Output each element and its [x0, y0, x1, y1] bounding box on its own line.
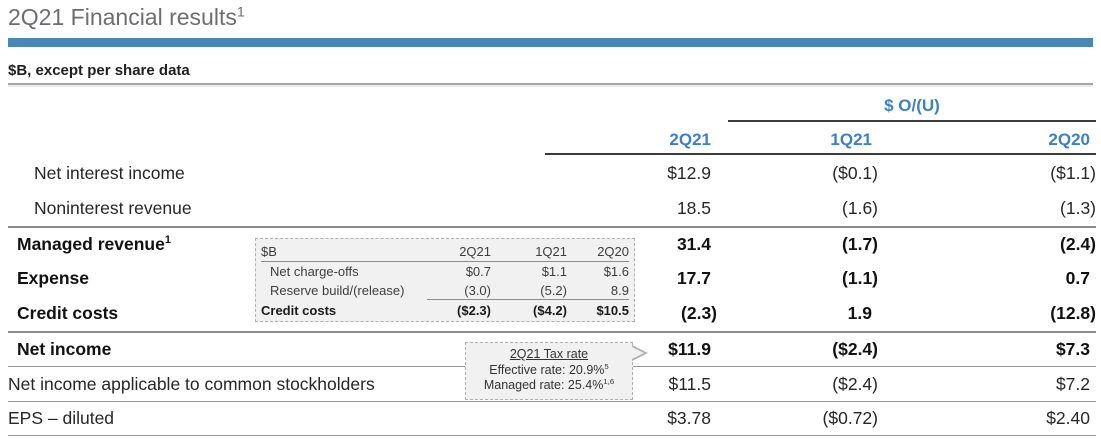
value-cell-2q20: $7.3 [1055, 339, 1090, 359]
inset-column-header-2q21: 2Q21 [459, 243, 491, 259]
inset-row-label: Reserve build/(release) [270, 283, 405, 298]
inset-value-cell-2q21: (3.0) [427, 281, 491, 300]
value-cell-2q21: $3.78 [667, 408, 711, 428]
value-cell-1q21: ($2.4) [832, 339, 878, 359]
inset-row-label: Credit costs [261, 303, 337, 318]
value-cell-2q21: 17.7 [676, 268, 711, 288]
value-cell-2q20: 0.7 [1065, 268, 1090, 288]
financial-results-table: 2Q21 1Q21 2Q20 Net interest income $12.9 ($0… [8, 127, 1096, 436]
value-cell-2q21: 18.5 [676, 198, 711, 218]
inset-table-row: Net charge-offs $0.7 $1.1 $1.6 [261, 262, 629, 281]
table-row: Noninterest revenue 18.5 (1.6) (1.3) [8, 191, 1096, 226]
table-row: Expense 17.7 (1.1) 0.7 [8, 261, 1096, 296]
inset-value-cell-1q21: (5.2) [491, 281, 567, 300]
units-note-divider [8, 83, 1093, 85]
value-cell-2q20: $7.2 [1055, 373, 1090, 394]
value-cell-2q20: (12.8) [1050, 303, 1096, 323]
value-cell-2q21: (2.3) [681, 303, 717, 323]
inset-value-cell-2q20: $10.5 [596, 303, 629, 318]
inset-value-cell-2q21: ($2.3) [457, 303, 491, 318]
inset-row-label: Net charge-offs [270, 264, 359, 279]
inset-value-cell-2q20: 8.9 [567, 281, 629, 300]
value-cell-1q21: ($0.1) [832, 163, 878, 183]
value-cell-2q21: $12.9 [667, 163, 711, 183]
title-divider-bar [8, 38, 1093, 47]
units-note: $B, except per share data [8, 62, 190, 79]
inset-value-cell-1q21: $1.1 [541, 264, 567, 279]
value-cell-2q20: ($1.1) [1050, 163, 1096, 183]
row-label: Noninterest revenue [34, 198, 192, 218]
row-label-footnote-marker: 1 [164, 234, 171, 247]
credit-costs-inset-table: $B 2Q21 1Q21 2Q20 Net charge-offs $0.7 $1.1 $… [255, 238, 635, 322]
value-cell-2q20: $2.40 [1046, 408, 1090, 428]
column-header-2q20: 2Q20 [1048, 130, 1090, 149]
inset-column-header-2q20: 2Q20 [597, 243, 629, 259]
table-row: Managed revenue1 31.4 (1.7) (2.4) [8, 226, 1096, 261]
inset-table-row: Reserve build/(release) (3.0) (5.2) 8.9 [261, 281, 629, 300]
row-label: Expense [17, 268, 89, 288]
tax-callout-footnote-marker: 5 [604, 361, 609, 371]
over-under-group-header: $ O/(U) [728, 96, 1096, 122]
table-row: Net income $11.9 ($2.4) $7.3 [8, 331, 1096, 366]
inset-value-cell-1q21: ($4.2) [533, 303, 567, 318]
row-label: Net income [17, 339, 112, 359]
row-label: Credit costs [17, 303, 119, 323]
table-row: Net interest income $12.9 ($0.1) ($1.1) [8, 156, 1096, 191]
value-cell-2q21: $11.5 [668, 373, 712, 394]
inset-unit-label: $B [261, 243, 277, 259]
value-cell-2q21: $11.9 [668, 339, 711, 359]
inset-table-row: Credit costs ($2.3) ($4.2) $10.5 [261, 300, 629, 321]
column-header-2q21: 2Q21 [669, 130, 711, 149]
tax-callout-title: 2Q21 Tax rate [509, 347, 589, 361]
value-cell-1q21: ($2.4) [832, 373, 878, 394]
column-header-1q21: 1Q21 [830, 130, 872, 149]
value-cell-1q21: (1.6) [842, 198, 878, 218]
row-label: Net interest income [34, 163, 185, 183]
value-cell-1q21: 1.9 [847, 303, 872, 323]
page-title-text: 2Q21 Financial results [8, 4, 237, 30]
value-cell-1q21: (1.1) [842, 268, 878, 288]
table-row: EPS – diluted $3.78 ($0.72) $2.40 [8, 401, 1096, 436]
value-cell-2q20: (2.4) [1060, 234, 1096, 254]
value-cell-1q21: (1.7) [842, 234, 878, 254]
page-title: 2Q21 Financial results1 [8, 4, 245, 31]
row-label: Managed revenue1 [17, 234, 171, 254]
tax-callout-pointer-fill-icon [630, 346, 644, 360]
inset-column-header-1q21: 1Q21 [535, 243, 567, 259]
value-cell-2q20: (1.3) [1060, 198, 1096, 218]
inset-header-row: $B 2Q21 1Q21 2Q20 [261, 241, 629, 262]
table-row: Credit costs (2.3) 1.9 (12.8) [8, 296, 1096, 331]
column-header-row: 2Q21 1Q21 2Q20 [8, 127, 1096, 153]
tax-rate-callout: 2Q21 Tax rate Effective rate: 20.9%5 Mana… [465, 342, 633, 400]
inset-value-cell-2q20: $1.6 [603, 264, 629, 279]
value-cell-2q21: 31.4 [676, 234, 711, 254]
tax-callout-footnote-marker: 1,6 [603, 376, 615, 386]
row-label: Net income applicable to common stockhol… [8, 373, 375, 394]
tax-callout-line: Effective rate: 20.9%5 [489, 361, 609, 377]
table-body: Net interest income $12.9 ($0.1) ($1.1) Noni… [8, 156, 1096, 436]
row-label: EPS – diluted [8, 408, 115, 428]
tax-callout-line: Managed rate: 25.4%1,6 [483, 376, 615, 392]
column-header-rule [545, 153, 1096, 155]
value-cell-1q21: ($0.72) [822, 408, 878, 428]
page-title-footnote-marker: 1 [236, 4, 245, 21]
inset-value-cell-2q21: $0.7 [465, 264, 491, 279]
